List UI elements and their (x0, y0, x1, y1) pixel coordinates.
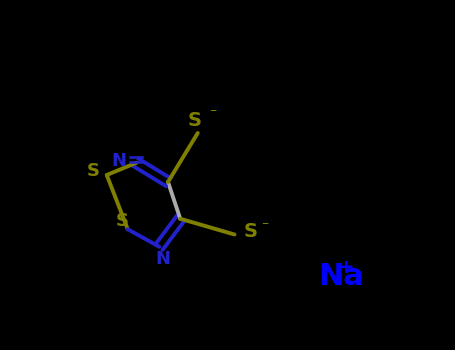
Text: S: S (116, 211, 129, 230)
Text: N: N (111, 152, 126, 170)
Text: S: S (188, 111, 202, 130)
Text: ⁻: ⁻ (209, 106, 216, 120)
Text: S: S (243, 222, 257, 241)
Text: N: N (155, 250, 170, 268)
Text: S: S (86, 162, 99, 181)
Text: +: + (338, 258, 354, 277)
Text: ⁻: ⁻ (261, 219, 268, 233)
Text: Na: Na (318, 262, 364, 291)
